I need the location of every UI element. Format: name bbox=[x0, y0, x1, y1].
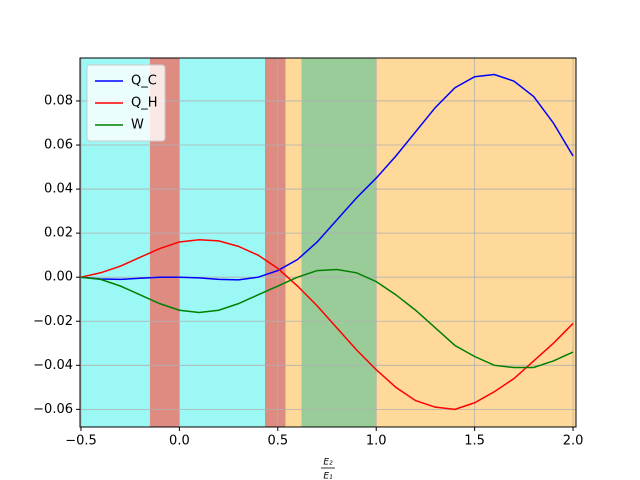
y-tick-label: 0.06 bbox=[44, 138, 73, 153]
plot-frame bbox=[79, 57, 577, 428]
series-line bbox=[80, 238, 574, 411]
lines bbox=[80, 73, 574, 411]
y-tick-label: −0.02 bbox=[33, 314, 73, 329]
legend-box bbox=[86, 64, 166, 142]
series-line bbox=[80, 73, 574, 281]
legend-label: Q_H bbox=[131, 96, 158, 111]
y-tick-label: 0.04 bbox=[44, 182, 73, 197]
legend-label: Q_C bbox=[131, 74, 157, 89]
x-tick-label: 0.0 bbox=[169, 434, 190, 449]
region bbox=[285, 58, 302, 427]
y-tick-label: 0.02 bbox=[44, 226, 73, 241]
x-label-numerator: E₂ bbox=[323, 458, 333, 468]
x-tick-label: 1.5 bbox=[464, 434, 485, 449]
legend-label: W bbox=[131, 118, 144, 133]
y-tick-label: −0.06 bbox=[33, 402, 73, 417]
y-tick-label: −0.04 bbox=[33, 358, 73, 373]
x-label-denominator: E₁ bbox=[323, 472, 333, 480]
region bbox=[301, 58, 377, 427]
legend: Q_C Q_H W bbox=[86, 64, 166, 142]
series-line bbox=[80, 268, 574, 369]
region bbox=[265, 58, 286, 427]
x-tick-label: 0.5 bbox=[267, 434, 288, 449]
ticks: −0.5 0.0 0.5 1.0 1.5 2.0 −0.06 −0.04 −0.02 0.00 0.… bbox=[33, 93, 583, 448]
x-tick-label: 2.0 bbox=[563, 434, 584, 449]
y-tick-label: 0.00 bbox=[44, 270, 73, 285]
x-tick-label: 1.0 bbox=[366, 434, 387, 449]
y-tick-label: 0.08 bbox=[44, 93, 73, 108]
x-tick-label: −0.5 bbox=[65, 434, 97, 449]
